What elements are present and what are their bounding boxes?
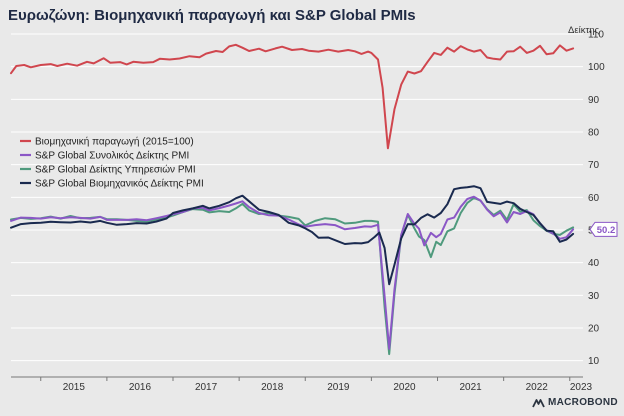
legend-label-composite: S&P Global Συνολικός Δείκτης PMI	[35, 150, 189, 162]
y-tick-label-70: 70	[588, 160, 600, 171]
series-lines	[10, 43, 575, 356]
chart-title: Ευρωζώνη: Βιομηχανική παραγωγή και S&P G…	[8, 7, 416, 24]
brand-name: MACROBOND	[548, 397, 618, 408]
gridlines	[11, 33, 583, 362]
x-tick-label-2020: 2020	[393, 382, 416, 393]
x-tick-label-2022: 2022	[526, 382, 549, 393]
legend-label-manufacturing: S&P Global Βιομηχανικός Δείκτης PMI	[35, 178, 204, 190]
series-line-industrial	[10, 43, 575, 150]
y-tick-label-110: 110	[588, 30, 604, 41]
brand-logo: MACROBOND	[532, 397, 618, 408]
legend-label-services: S&P Global Δείκτης Υπηρεσιών PMI	[35, 164, 196, 176]
y-tick-label-10: 10	[588, 356, 600, 367]
y-axis-unit-label: Δείκτης	[568, 25, 600, 36]
y-tick-label-80: 80	[588, 128, 600, 139]
legend-label-industrial: Βιομηχανική παραγωγή (2015=100)	[35, 136, 194, 148]
x-tick-label-2015: 2015	[63, 382, 86, 393]
y-tick-label-40: 40	[588, 258, 600, 269]
x-tick-label-2021: 2021	[459, 382, 482, 393]
x-tick-label-2016: 2016	[129, 382, 152, 393]
y-axis: 102030405060708090100110	[588, 30, 605, 368]
y-tick-label-100: 100	[588, 62, 605, 73]
series-line-composite	[10, 195, 575, 350]
x-tick-label-2017: 2017	[195, 382, 218, 393]
y-tick-label-90: 90	[588, 95, 600, 106]
x-axis: 2015 2016 2017 2018 2019 2020 2021 2022 2023	[11, 376, 593, 393]
y-tick-label-20: 20	[588, 324, 600, 335]
x-tick-label-2018: 2018	[261, 382, 284, 393]
value-callout: 50.2	[589, 221, 618, 237]
series-line-manufacturing	[10, 185, 575, 286]
y-tick-label-60: 60	[588, 193, 600, 204]
y-tick-label-30: 30	[588, 291, 600, 302]
x-tick-label-2023: 2023	[570, 382, 593, 393]
callout-label: 50.2	[597, 225, 616, 236]
macrobond-logo-icon	[532, 399, 545, 408]
x-tick-label-2019: 2019	[327, 382, 350, 393]
callout-box	[589, 221, 618, 237]
legend: Βιομηχανική παραγωγή (2015=100) S&P Globa…	[20, 136, 204, 190]
